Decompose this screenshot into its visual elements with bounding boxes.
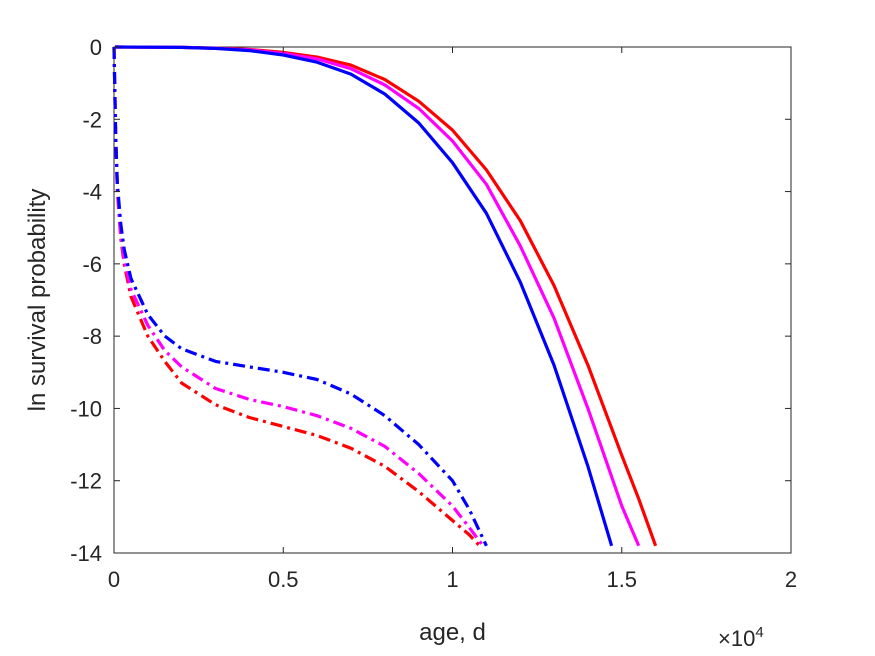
x-tick-label: 2 <box>785 567 797 592</box>
series-layer <box>112 45 658 547</box>
x-axis-label: age, d <box>419 619 486 646</box>
y-tick-label: -2 <box>82 107 102 132</box>
y-tick-label: -12 <box>70 469 102 494</box>
y-tick-label: -4 <box>82 180 102 205</box>
ticks-layer: 0 0.5 1 1.5 2 0 -2 -4 -6 -8 -10 -12 -14 <box>70 35 797 592</box>
plot-area <box>113 46 792 554</box>
x-axis-multiplier-base: ×10 <box>718 626 755 651</box>
x-tick-label: 1.5 <box>606 567 637 592</box>
series-line-5 <box>112 46 485 547</box>
y-tick-label: 0 <box>90 35 102 60</box>
x-axis-multiplier-exponent: 4 <box>755 624 763 641</box>
x-axis-multiplier: ×104 <box>718 624 764 651</box>
y-tick-label: -6 <box>82 252 102 277</box>
series-line-6 <box>112 46 488 547</box>
y-tick-label: -10 <box>70 396 102 421</box>
y-axis-label: ln survival probability <box>24 189 51 412</box>
y-tick-label: -14 <box>70 541 102 566</box>
x-tick-label: 0.5 <box>268 567 299 592</box>
x-tick-label: 0 <box>108 567 120 592</box>
x-tick-label: 1 <box>446 567 458 592</box>
y-tick-label: -8 <box>82 324 102 349</box>
series-line-3 <box>114 45 614 547</box>
